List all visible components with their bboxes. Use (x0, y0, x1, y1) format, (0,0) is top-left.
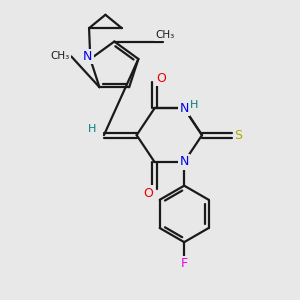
Text: S: S (234, 129, 242, 142)
Text: F: F (181, 257, 188, 270)
Text: N: N (179, 102, 189, 115)
Text: N: N (179, 155, 189, 168)
Text: O: O (143, 187, 153, 200)
Text: CH₃: CH₃ (155, 30, 175, 40)
Text: CH₃: CH₃ (50, 51, 70, 62)
Text: N: N (83, 50, 93, 63)
Text: O: O (156, 72, 166, 85)
Text: H: H (88, 124, 96, 134)
Text: H: H (190, 100, 198, 110)
